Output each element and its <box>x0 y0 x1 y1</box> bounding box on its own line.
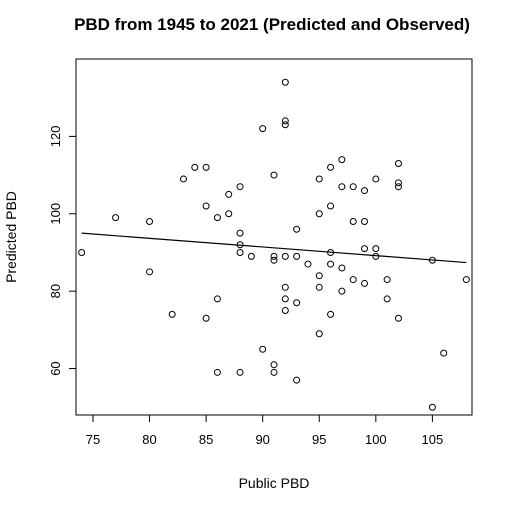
data-point <box>361 187 369 195</box>
data-point <box>338 264 346 272</box>
data-point <box>361 245 369 253</box>
data-point <box>213 295 221 303</box>
data-point <box>270 368 278 376</box>
data-point <box>315 330 323 338</box>
data-point <box>315 272 323 280</box>
data-point <box>327 163 335 171</box>
data-point <box>462 276 470 284</box>
data-point <box>293 252 301 260</box>
data-point <box>361 279 369 287</box>
data-point <box>394 179 402 187</box>
data-point <box>112 214 120 222</box>
data-point <box>349 183 357 191</box>
x-tick-label: 90 <box>255 432 269 447</box>
y-tick-label: 120 <box>48 126 63 148</box>
data-point <box>236 368 244 376</box>
data-point <box>270 252 278 260</box>
x-tick-label: 80 <box>142 432 156 447</box>
y-tick-label: 60 <box>48 361 63 375</box>
data-point <box>349 276 357 284</box>
data-point <box>270 171 278 179</box>
data-point <box>372 245 380 253</box>
data-point <box>440 349 448 357</box>
data-point <box>281 307 289 315</box>
x-tick-label: 95 <box>312 432 326 447</box>
data-point <box>225 210 233 218</box>
x-tick-label: 100 <box>365 432 387 447</box>
data-point <box>315 175 323 183</box>
data-point <box>327 260 335 268</box>
data-point <box>179 175 187 183</box>
data-point <box>394 159 402 167</box>
data-point <box>281 121 289 129</box>
data-point <box>247 252 255 260</box>
data-point <box>281 295 289 303</box>
y-axis: 60 80 100 120 <box>48 126 76 376</box>
data-point <box>293 225 301 233</box>
data-point <box>225 190 233 198</box>
trend-line-group <box>81 232 467 264</box>
data-point <box>168 310 176 318</box>
data-point <box>281 283 289 291</box>
data-point <box>213 214 221 222</box>
x-axis: 75 80 85 90 95 100 105 <box>86 415 444 447</box>
data-point <box>394 314 402 322</box>
data-point <box>383 276 391 284</box>
data-point <box>394 183 402 191</box>
y-tick-label: 100 <box>48 203 63 225</box>
data-point <box>202 314 210 322</box>
plot-frame <box>75 58 473 416</box>
data-point <box>428 256 436 264</box>
data-point <box>428 403 436 411</box>
data-point <box>315 283 323 291</box>
data-point <box>146 218 154 226</box>
data-point <box>338 156 346 164</box>
data-point <box>349 218 357 226</box>
data-point <box>338 287 346 295</box>
data-point <box>236 241 244 249</box>
data-point <box>259 125 267 133</box>
data-point <box>293 376 301 384</box>
y-axis-label: Predicted PBD <box>3 191 19 283</box>
chart-title: PBD from 1945 to 2021 (Predicted and Obs… <box>74 15 470 34</box>
x-tick-label: 75 <box>86 432 100 447</box>
data-point <box>327 248 335 256</box>
data-point <box>202 163 210 171</box>
data-point <box>270 361 278 369</box>
data-point <box>236 229 244 237</box>
data-point <box>338 183 346 191</box>
data-point <box>236 183 244 191</box>
data-point <box>191 163 199 171</box>
data-points <box>78 78 470 411</box>
data-point <box>304 260 312 268</box>
data-point <box>327 202 335 210</box>
data-point <box>315 210 323 218</box>
x-tick-label: 105 <box>422 432 444 447</box>
data-point <box>281 78 289 86</box>
trend-line <box>81 232 467 264</box>
data-point <box>202 202 210 210</box>
data-point <box>327 310 335 318</box>
data-point <box>236 248 244 256</box>
data-point <box>78 248 86 256</box>
data-point <box>372 175 380 183</box>
x-axis-label: Public PBD <box>239 475 310 491</box>
data-point <box>213 368 221 376</box>
data-point <box>293 299 301 307</box>
data-point <box>146 268 154 276</box>
data-point <box>361 218 369 226</box>
data-point <box>281 252 289 260</box>
data-point <box>259 345 267 353</box>
data-point <box>372 252 380 260</box>
data-point <box>270 256 278 264</box>
x-tick-label: 85 <box>199 432 213 447</box>
y-tick-label: 80 <box>48 284 63 298</box>
data-point <box>281 117 289 125</box>
data-point <box>383 295 391 303</box>
